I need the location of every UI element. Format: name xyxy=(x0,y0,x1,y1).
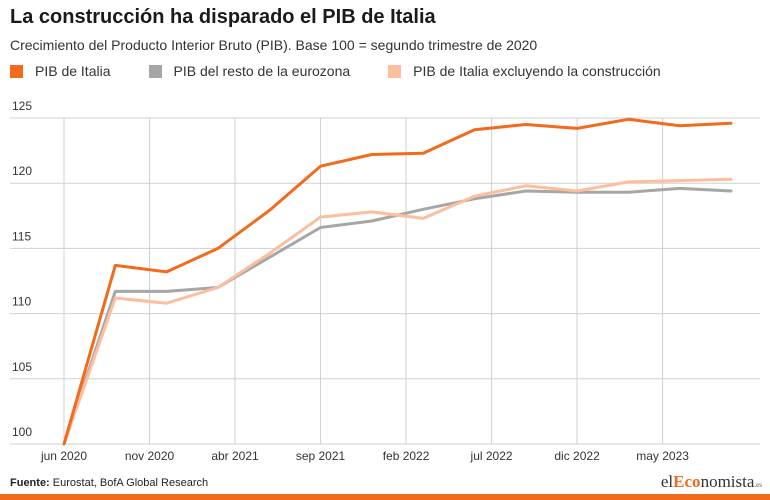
y-tick-label-120: 120 xyxy=(12,164,32,178)
data-point-s2-4 xyxy=(268,252,271,255)
logo-suffix: .es xyxy=(754,481,762,489)
legend-swatch-eurozone xyxy=(148,64,162,78)
data-point-s1-11 xyxy=(627,191,630,194)
x-tick-label-7: may 2023 xyxy=(636,449,689,463)
series-layer xyxy=(62,117,733,446)
data-point-s2-5 xyxy=(319,216,322,219)
grid-layer xyxy=(10,117,760,445)
data-point-s1-6 xyxy=(370,220,373,223)
y-tick-label-105: 105 xyxy=(12,360,32,374)
legend-item-italy: PIB de Italia xyxy=(10,63,111,79)
chart-title: La construcción ha disparado el PIB de I… xyxy=(10,6,436,28)
eleconomista-logo[interactable]: elEconomista.es xyxy=(661,472,762,492)
logo-accent: Eco xyxy=(673,472,701,491)
data-point-s0-11 xyxy=(627,118,630,121)
data-point-s2-13 xyxy=(730,178,733,181)
legend-item-eurozone: PIB del resto de la eurozona xyxy=(148,63,351,79)
data-point-s2-10 xyxy=(576,190,579,193)
x-tick-label-1: nov 2020 xyxy=(125,449,175,463)
data-point-s0-13 xyxy=(730,122,733,125)
data-point-s0-9 xyxy=(524,123,527,126)
data-point-s1-1 xyxy=(114,290,117,293)
data-point-s0-0 xyxy=(63,443,66,446)
data-point-s1-2 xyxy=(165,290,168,293)
legend-label-excl: PIB de Italia excluyendo la construcción xyxy=(413,63,661,79)
data-point-s0-2 xyxy=(165,270,168,273)
data-point-s2-12 xyxy=(678,179,681,182)
line-chart: 100 105 110 115 120 125 jun 2020 nov 2020 abr 20… xyxy=(10,99,760,463)
data-point-s2-2 xyxy=(165,302,168,305)
legend-item-excl: PIB de Italia excluyendo la construcción xyxy=(388,63,661,79)
x-tick-label-0: jun 2020 xyxy=(40,449,87,463)
data-point-s2-1 xyxy=(114,297,117,300)
data-point-s1-13 xyxy=(730,190,733,193)
series-line-2 xyxy=(62,177,733,446)
chart-legend: PIB de Italia PIB del resto de la eurozo… xyxy=(10,63,699,79)
y-tick-label-110: 110 xyxy=(12,295,31,309)
x-tick-label-6: dic 2022 xyxy=(554,449,600,463)
data-point-s1-12 xyxy=(678,187,681,190)
data-point-s0-7 xyxy=(422,152,425,155)
x-tick-label-3: sep 2021 xyxy=(296,449,346,463)
data-point-s0-5 xyxy=(319,165,322,168)
series-line-1 xyxy=(62,186,733,446)
x-tick-label-2: abr 2021 xyxy=(211,449,259,463)
legend-swatch-excl xyxy=(388,64,402,78)
data-point-s1-7 xyxy=(422,208,425,211)
data-point-s0-3 xyxy=(216,247,219,250)
y-tick-label-100: 100 xyxy=(12,425,32,439)
x-tick-label-4: feb 2022 xyxy=(383,449,430,463)
data-point-s0-1 xyxy=(114,264,117,267)
series-line-0 xyxy=(62,117,733,446)
data-point-s2-9 xyxy=(524,184,527,187)
chart-subtitle: Crecimiento del Producto Interior Bruto … xyxy=(10,37,538,53)
data-point-s0-6 xyxy=(370,153,373,156)
data-point-s1-9 xyxy=(524,190,527,193)
data-point-s1-5 xyxy=(319,226,322,229)
legend-label-eurozone: PIB del resto de la eurozona xyxy=(173,63,351,79)
tick-layer: 100 105 110 115 120 125 jun 2020 nov 2020 abr 20… xyxy=(12,99,689,463)
data-point-s2-8 xyxy=(473,195,476,198)
legend-label-italy: PIB de Italia xyxy=(35,63,111,79)
data-point-s1-4 xyxy=(268,256,271,259)
data-point-s0-8 xyxy=(473,128,476,131)
data-point-s2-3 xyxy=(216,286,219,289)
logo-rest: nomista xyxy=(700,472,755,491)
data-point-s2-7 xyxy=(422,217,425,220)
data-point-s2-11 xyxy=(627,180,630,183)
legend-swatch-italy xyxy=(10,64,23,78)
source-note: Fuente: Eurostat, BofA Global Research xyxy=(10,477,208,489)
data-point-s0-10 xyxy=(576,127,579,130)
data-point-s0-4 xyxy=(268,209,271,212)
data-point-s2-6 xyxy=(370,210,373,213)
y-tick-label-115: 115 xyxy=(12,229,31,243)
brand-bar xyxy=(0,494,770,500)
source-label: Fuente: xyxy=(10,477,50,489)
y-tick-label-125: 125 xyxy=(12,99,32,113)
x-tick-label-5: jul 2022 xyxy=(470,449,513,463)
data-point-s0-12 xyxy=(678,124,681,127)
source-text: Eurostat, BofA Global Research xyxy=(49,477,209,489)
logo-prefix: el xyxy=(660,472,674,491)
